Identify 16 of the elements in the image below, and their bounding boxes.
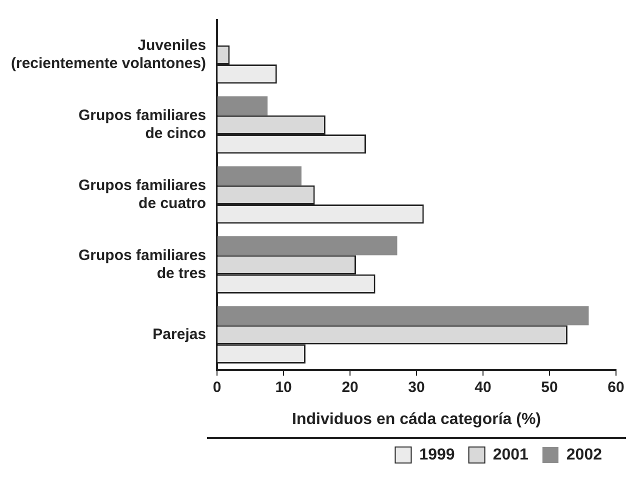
y-tick-label: Grupos familiares de cuatro — [78, 177, 206, 212]
y-tick-label: Grupos familiares de cinco — [78, 107, 206, 142]
x-tick-label: 50 — [541, 378, 558, 396]
x-tick-label: 60 — [608, 378, 624, 396]
x-tick-label: 10 — [275, 378, 292, 396]
x-tick-label: 20 — [342, 378, 358, 396]
x-axis-title: Individuos en cáda categoría (%) — [292, 410, 541, 428]
y-tick-label: Juveniles (recientemente volantones) — [10, 37, 206, 72]
x-tick-label: 0 — [212, 378, 222, 396]
y-tick-label: Parejas — [152, 326, 206, 343]
x-tick-label: 40 — [474, 378, 492, 396]
legend-label: 1999 — [419, 446, 455, 464]
legend-label: 2001 — [492, 446, 529, 464]
x-tick-label: 30 — [408, 378, 425, 396]
legend-label: 2002 — [566, 446, 602, 464]
y-tick-label: Grupos familiares de tres — [78, 247, 206, 282]
